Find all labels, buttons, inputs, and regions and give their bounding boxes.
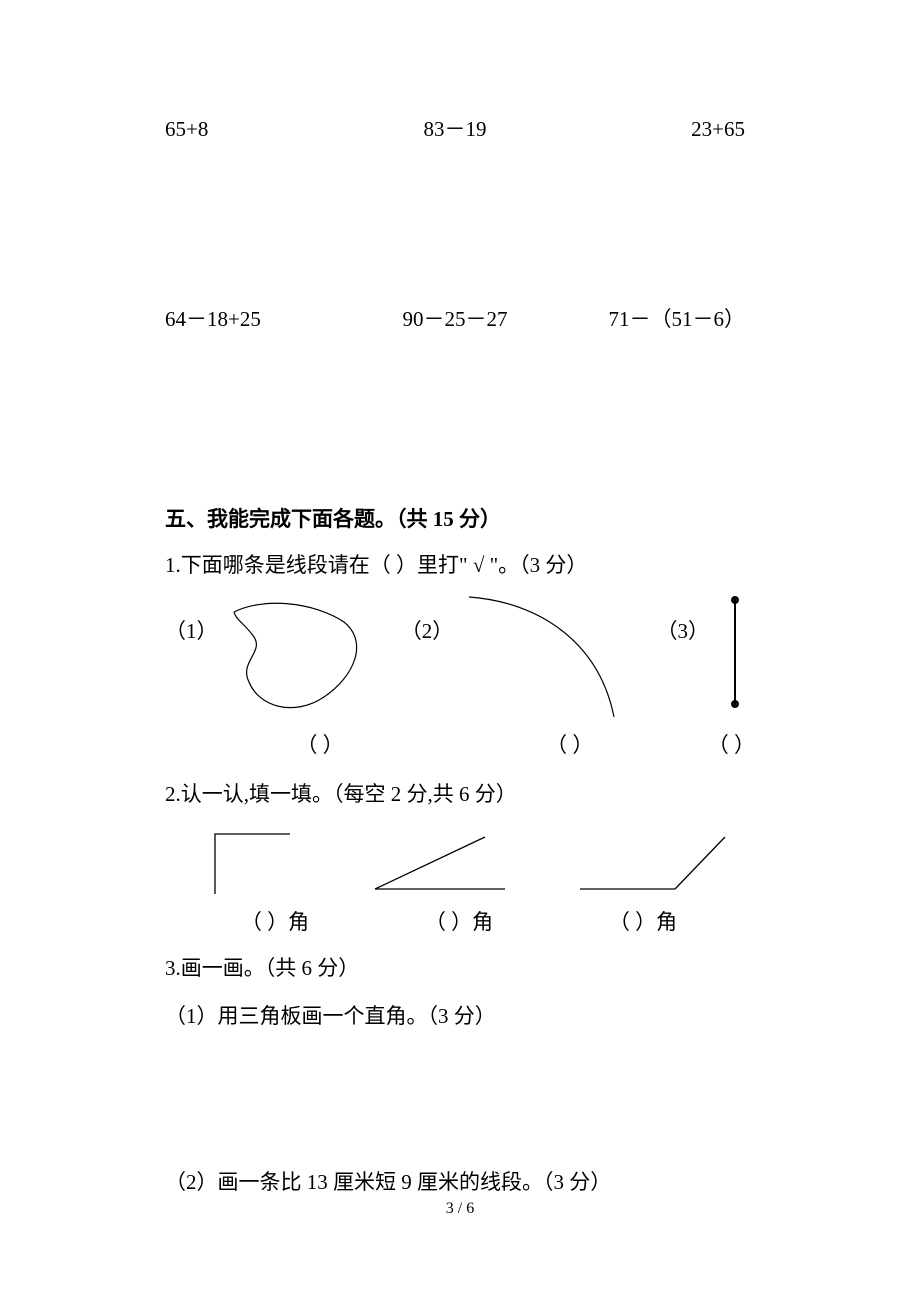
- right-angle-icon: [195, 829, 305, 899]
- q3-sub1: （1）用三角板画一个直角。（3 分）: [165, 997, 755, 1037]
- spacer: [165, 1037, 755, 1157]
- arc-curve-icon: [459, 592, 629, 722]
- expr-1-1: 65+8: [165, 110, 358, 150]
- q2-caption-row: （ ）角 （ ）角 （ ）角: [165, 903, 755, 943]
- q2-angle-obtuse: [575, 829, 735, 899]
- q1-shape-2: （2）: [401, 592, 630, 722]
- q1-label-3: （3）: [657, 592, 710, 652]
- page-number: 3 / 6: [0, 1194, 920, 1224]
- worksheet-page: 65+8 83－19 23+65 64－18+25 90－25－27 71－（5…: [0, 0, 920, 1302]
- expr-1-3: 23+65: [552, 110, 755, 150]
- line-segment-icon: [715, 592, 755, 712]
- expr-2-3: 71－（51－6）: [552, 300, 755, 340]
- acute-angle-icon: [365, 829, 515, 899]
- q1-text: 1.下面哪条是线段请在（ ）里打" √ "。（3 分）: [165, 546, 755, 586]
- q1-label-1: （1）: [165, 592, 218, 652]
- expr-2-2: 90－25－27: [358, 300, 551, 340]
- irregular-curve-icon: [224, 592, 374, 722]
- q1-blank-2: （ ）: [395, 726, 613, 766]
- q1-blank-1: （ ）: [165, 726, 395, 766]
- expr-1-2: 83－19: [358, 110, 551, 150]
- expr-row-2: 64－18+25 90－25－27 71－（51－6）: [165, 300, 755, 340]
- q1-answer-row: （ ） （ ） （ ）: [165, 726, 755, 766]
- q2-angle-right: [195, 829, 305, 899]
- obtuse-angle-icon: [575, 829, 735, 899]
- q2-angle-acute: [365, 829, 515, 899]
- q3-text: 3.画一画。（共 6 分）: [165, 949, 755, 989]
- q2-caption-2: （ ）角: [367, 903, 551, 943]
- expr-2-1: 64－18+25: [165, 300, 358, 340]
- q1-shape-3: （3）: [657, 592, 756, 712]
- spacer: [165, 340, 755, 500]
- q2-angles-row: [165, 829, 755, 899]
- q2-caption-1: （ ）角: [183, 903, 367, 943]
- q1-shape-1: （1）: [165, 592, 374, 722]
- section-5-title: 五、我能完成下面各题。（共 15 分）: [165, 500, 755, 540]
- q1-blank-3: （ ）: [613, 726, 755, 766]
- q1-label-2: （2）: [401, 592, 454, 652]
- spacer: [165, 150, 755, 300]
- q1-shapes-row: （1） （2） （3）: [165, 592, 755, 722]
- q2-text: 2.认一认,填一填。（每空 2 分,共 6 分）: [165, 775, 755, 815]
- q2-caption-3: （ ）角: [551, 903, 735, 943]
- expr-row-1: 65+8 83－19 23+65: [165, 110, 755, 150]
